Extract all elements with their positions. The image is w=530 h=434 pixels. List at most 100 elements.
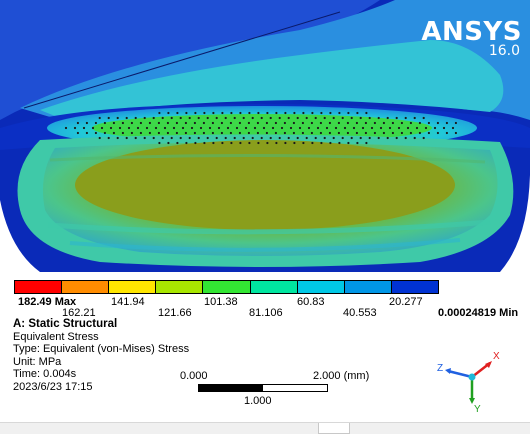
mesh-node-dot [184, 131, 187, 135]
mesh-node-dot [283, 121, 286, 125]
legend-color-band [62, 281, 110, 293]
mesh-node-dot [343, 126, 347, 130]
mesh-node-dot [325, 126, 329, 130]
mesh-node-dot [181, 126, 185, 130]
mesh-node-dot [373, 131, 376, 135]
mesh-node-dot [166, 131, 169, 135]
ansys-logo: ANSYS 16.0 [421, 18, 522, 58]
mesh-node-dot [239, 111, 242, 115]
mesh-node-dot [319, 121, 322, 125]
mesh-node-dot [368, 116, 371, 120]
mesh-node-dot [269, 136, 272, 140]
mesh-node-dot [212, 111, 215, 115]
mesh-node-dot [197, 136, 200, 140]
mesh-node-dot [94, 131, 97, 135]
mesh-node-dot [134, 136, 137, 140]
mesh-node-dot [278, 136, 281, 140]
mesh-node-dot [422, 116, 425, 120]
mesh-node-dot [391, 131, 394, 135]
mesh-node-dot [175, 131, 178, 135]
mesh-node-dot [382, 131, 385, 135]
mesh-node-dot [296, 136, 299, 140]
mesh-node-dot [310, 131, 313, 135]
bottom-tab-strip [0, 422, 530, 434]
mesh-node-dot [139, 131, 142, 135]
mesh-node-dot [251, 116, 254, 120]
legend-color-band [250, 281, 298, 293]
mesh-node-dot [118, 126, 122, 130]
viewport-empty-corner [500, 175, 530, 272]
triad-x-label: X [493, 351, 500, 362]
mesh-node-dot [248, 141, 251, 145]
mesh-node-dot [454, 121, 457, 125]
mesh-node-dot [269, 116, 272, 120]
mesh-node-dot [338, 111, 341, 115]
mesh-node-dot [451, 126, 455, 130]
mesh-node-dot [350, 116, 353, 120]
mesh-node-dot [386, 136, 389, 140]
mesh-node-dot [377, 136, 380, 140]
legend-label: 162.21 [62, 307, 96, 319]
mesh-node-dot [215, 116, 218, 120]
legend-color-band [203, 281, 251, 293]
mesh-node-dot [248, 111, 251, 115]
mesh-node-dot [365, 111, 368, 115]
mesh-node-dot [226, 126, 230, 130]
mesh-node-dot [424, 126, 428, 130]
mesh-node-dot [413, 136, 416, 140]
mesh-node-dot [185, 111, 188, 115]
scale-bar-segment [263, 385, 327, 391]
mesh-node-dot [253, 126, 257, 130]
mesh-node-dot [418, 131, 421, 135]
mesh-node-dot [436, 131, 439, 135]
mesh-node-dot [91, 126, 95, 130]
mesh-node-dot [220, 121, 223, 125]
mesh-node-dot [170, 116, 173, 120]
legend-label: 40.553 [343, 307, 377, 319]
mesh-node-dot [202, 121, 205, 125]
bottom-tab[interactable] [318, 423, 350, 434]
mesh-node-dot [188, 116, 191, 120]
coordinate-triad-icon[interactable]: X Y Z [432, 345, 512, 415]
mesh-node-dot [238, 131, 241, 135]
mesh-node-dot [316, 126, 320, 130]
mesh-node-dot [266, 141, 269, 145]
mesh-node-dot [145, 126, 149, 130]
mesh-node-dot [311, 111, 314, 115]
result-type: Type: Equivalent (von-Mises) Stress [13, 343, 190, 355]
mesh-node-dot [167, 111, 170, 115]
mesh-node-dot [314, 136, 317, 140]
mesh-node-dot [125, 136, 128, 140]
triad-y-label: Y [474, 404, 481, 415]
mesh-node-dot [406, 126, 410, 130]
stress-contour-model[interactable] [0, 0, 530, 272]
mesh-node-dot [76, 121, 79, 125]
mesh-node-dot [161, 116, 164, 120]
mesh-node-dot [422, 136, 425, 140]
mesh-node-dot [352, 126, 356, 130]
mesh-node-dot [193, 121, 196, 125]
mesh-node-dot [143, 136, 146, 140]
mesh-node-dot [157, 131, 160, 135]
mesh-node-dot [215, 136, 218, 140]
mesh-node-dot [275, 141, 278, 145]
mesh-node-dot [221, 141, 224, 145]
legend-label: 60.83 [297, 296, 325, 308]
lower-band [49, 153, 486, 164]
mesh-node-dot [287, 136, 290, 140]
mesh-node-dot [292, 121, 295, 125]
mesh-node-dot [242, 136, 245, 140]
legend-color-band [391, 281, 438, 293]
mesh-node-dot [320, 141, 323, 145]
mesh-node-dot [442, 126, 446, 130]
mesh-node-dot [391, 121, 394, 125]
mesh-node-dot [395, 136, 398, 140]
lower-body-core [75, 140, 455, 230]
mesh-node-dot [298, 126, 302, 130]
mesh-node-dot [323, 116, 326, 120]
mesh-node-dot [347, 141, 350, 145]
mesh-node-dot [274, 131, 277, 135]
mesh-node-dot [368, 136, 371, 140]
viewport-empty-corner [0, 200, 40, 272]
